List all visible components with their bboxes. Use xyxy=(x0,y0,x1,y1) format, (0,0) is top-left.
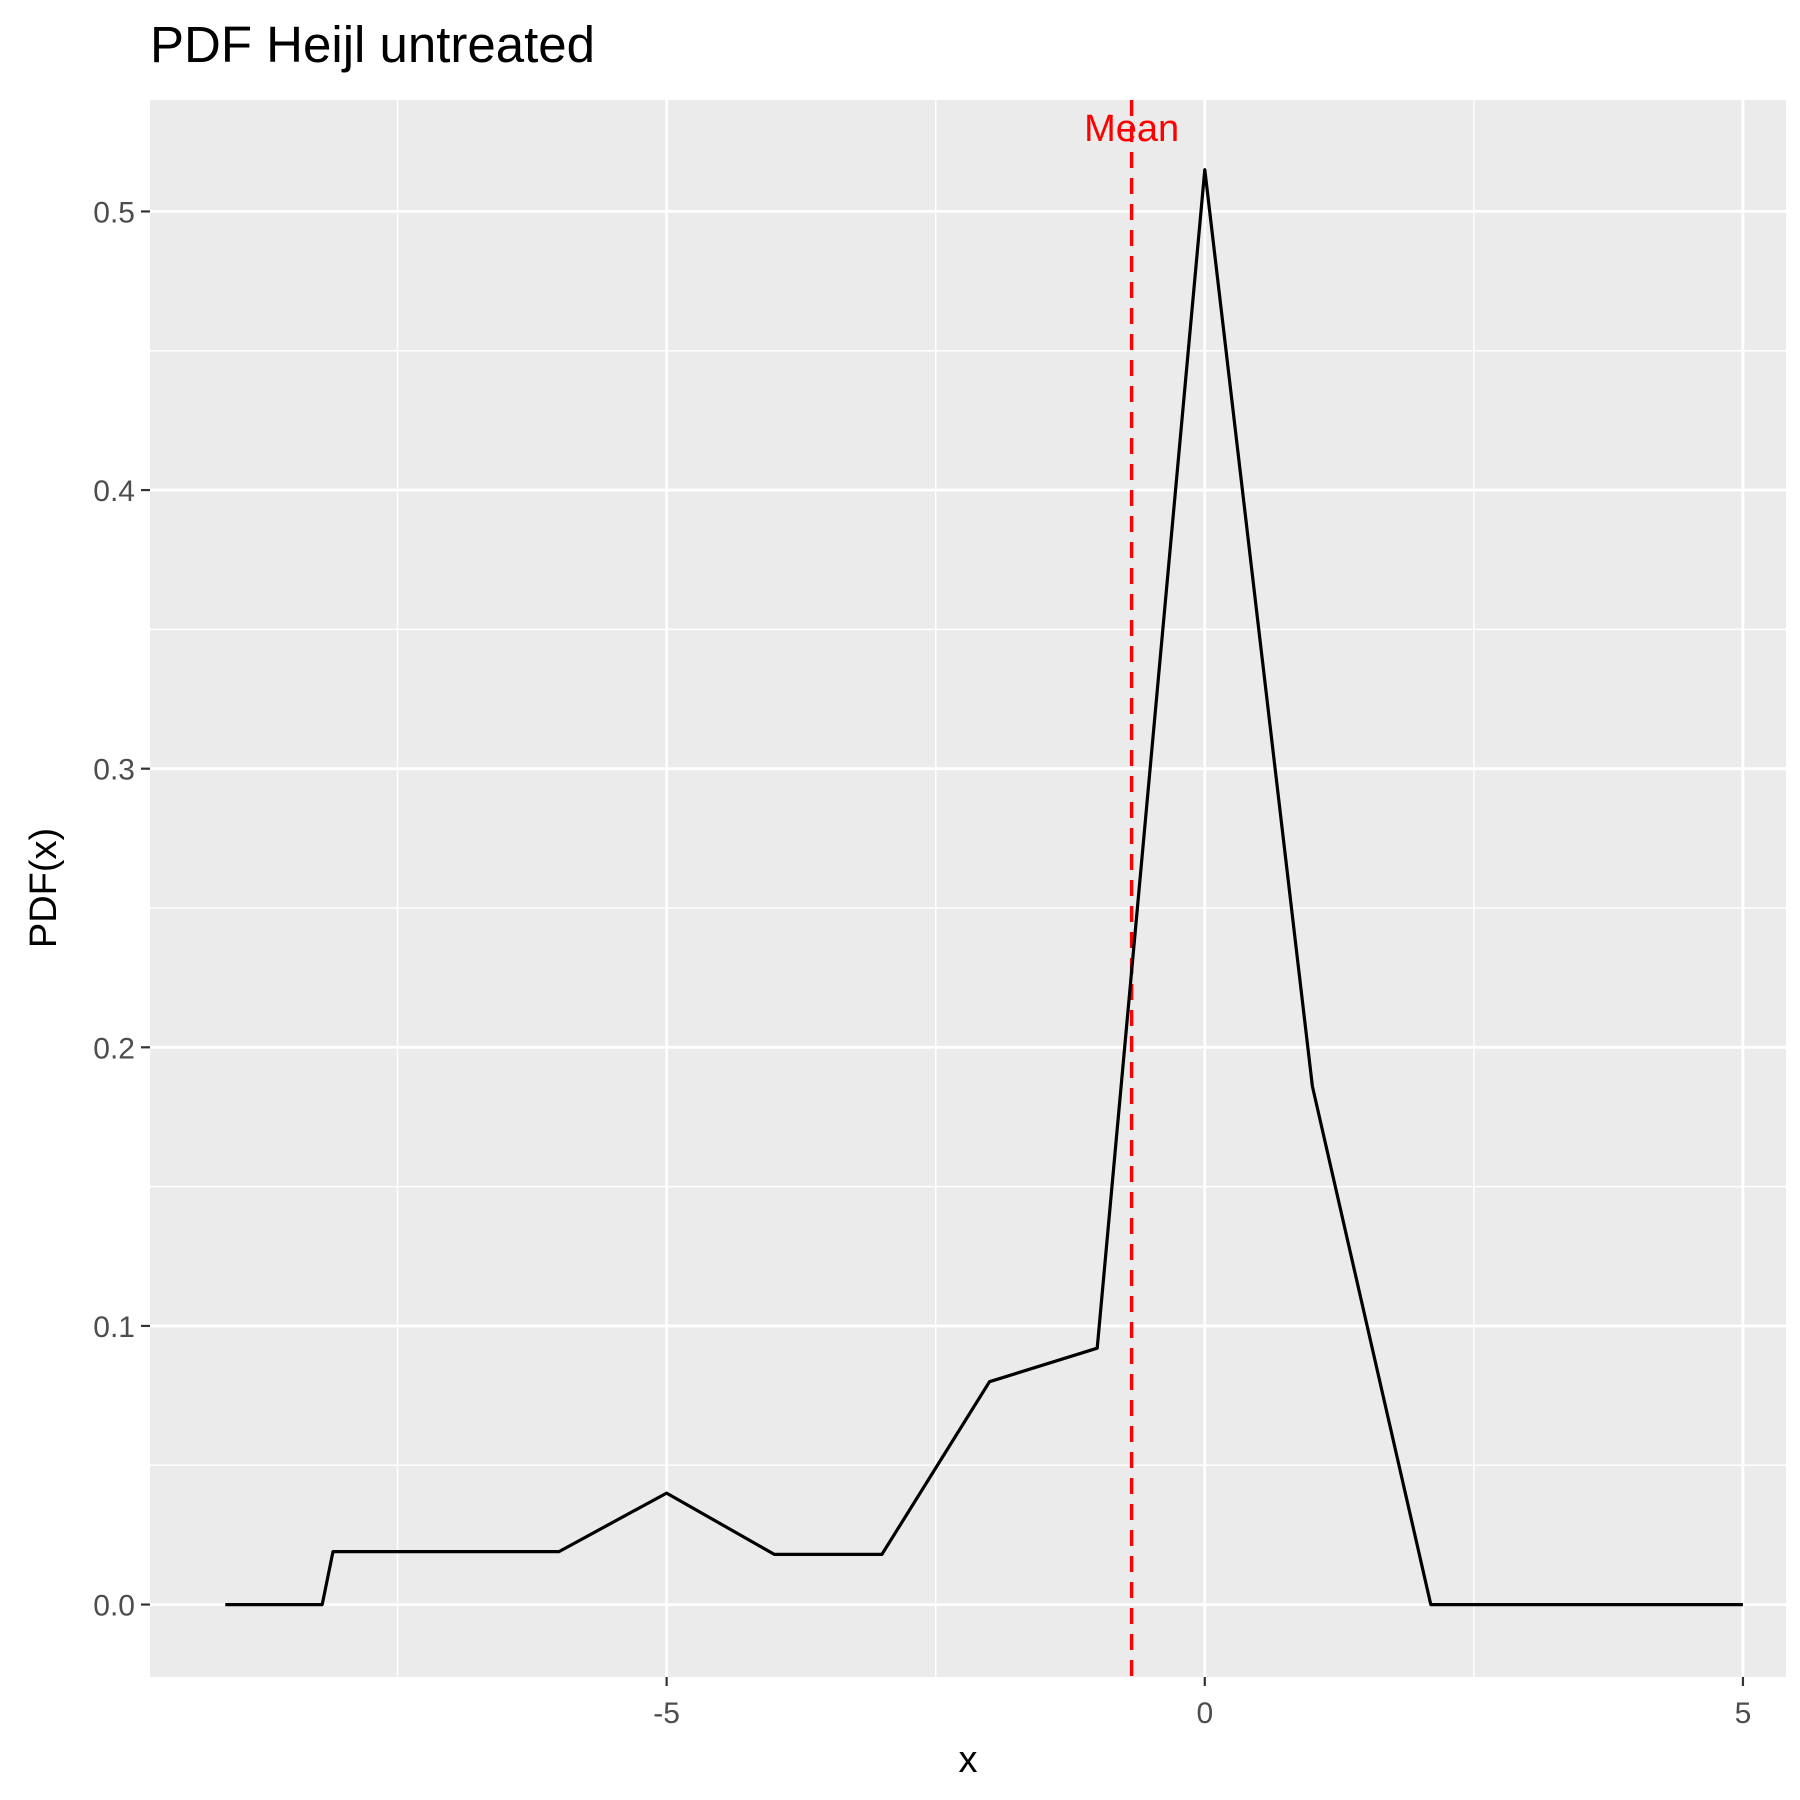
x-tick-label: -5 xyxy=(653,1697,680,1730)
y-tick-label: 0.2 xyxy=(93,1032,135,1065)
x-axis-title: x xyxy=(959,1739,978,1781)
y-tick-label: 0.5 xyxy=(93,196,135,229)
tick-labels: -5 0 5 0.0 0.1 0.2 0.3 0.4 0.5 xyxy=(93,196,1751,1730)
y-tick-label: 0.1 xyxy=(93,1311,135,1344)
y-tick-label: 0.0 xyxy=(93,1590,135,1623)
series-line xyxy=(225,168,1743,1607)
series-layer xyxy=(225,168,1743,1607)
y-tick-label: 0.4 xyxy=(93,475,135,508)
mean-label: Mean xyxy=(1084,108,1179,150)
x-tick-label: 5 xyxy=(1735,1697,1752,1730)
chart-title: PDF Heijl untreated xyxy=(150,16,595,73)
major-gridlines xyxy=(150,100,1786,1677)
axis-ticks xyxy=(141,210,1745,1686)
y-axis-title: PDF(x) xyxy=(23,828,65,948)
y-tick-label: 0.3 xyxy=(93,754,135,787)
annotations: Mean xyxy=(1084,100,1179,1677)
minor-gridlines xyxy=(150,100,1786,1677)
x-tick-label: 0 xyxy=(1196,1697,1213,1730)
plot-panel xyxy=(150,100,1786,1677)
